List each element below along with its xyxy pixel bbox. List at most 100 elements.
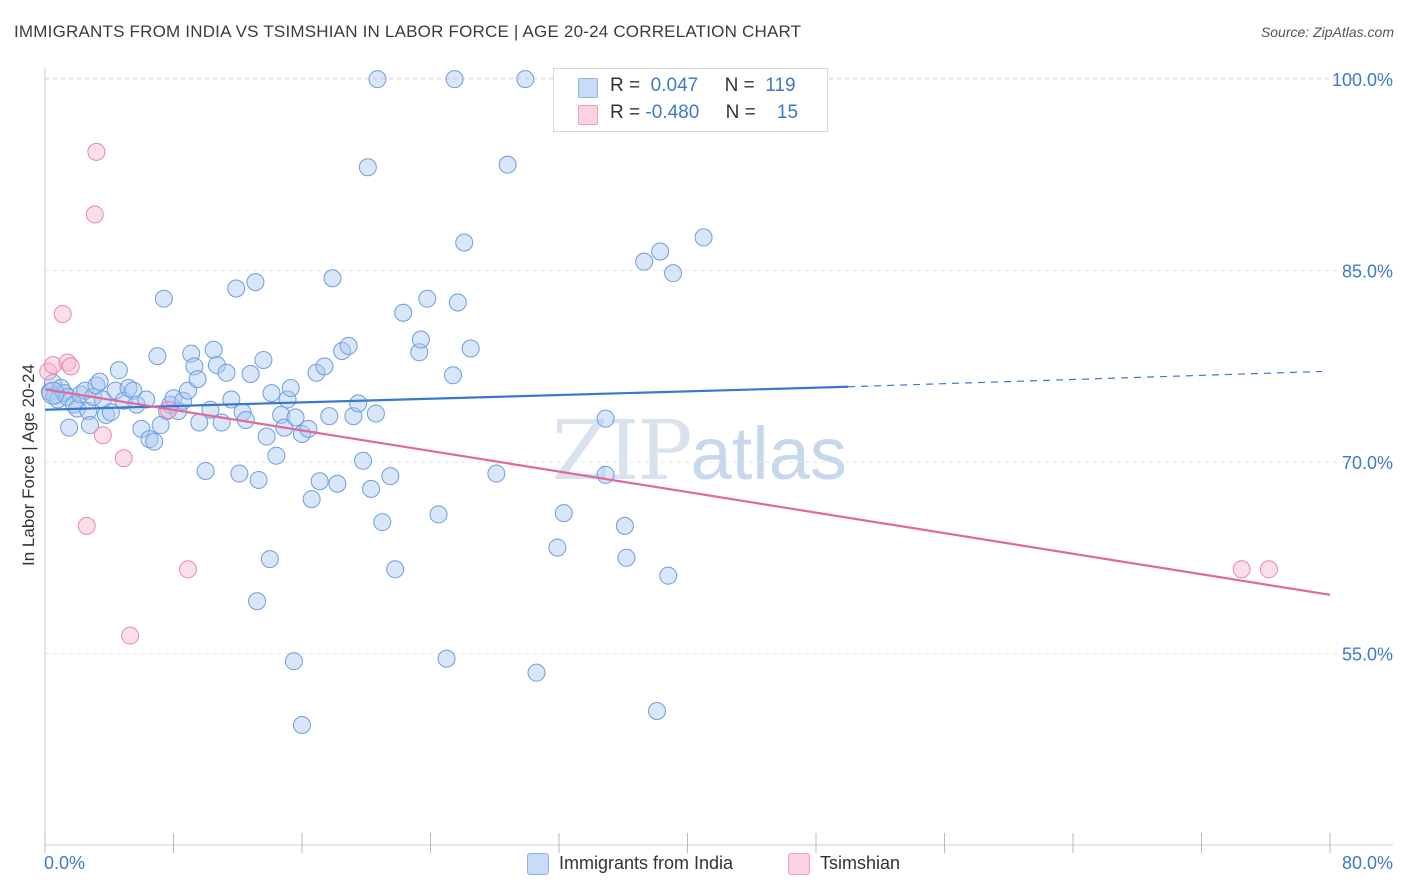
data-point xyxy=(53,305,72,324)
data-point xyxy=(596,409,615,428)
data-point xyxy=(443,366,462,385)
trend-lines xyxy=(44,370,1331,596)
legend-r-value: -0.480 xyxy=(645,102,700,123)
data-point xyxy=(140,430,159,449)
data-point xyxy=(411,330,430,349)
data-point xyxy=(349,394,368,413)
legend-n-value: 119 xyxy=(765,75,796,96)
x-tick-label: 0.0% xyxy=(44,853,85,873)
data-point xyxy=(249,470,268,489)
data-point xyxy=(651,242,670,261)
data-point xyxy=(41,381,65,405)
data-point xyxy=(358,158,377,177)
series-tsimshian xyxy=(39,142,1278,645)
data-point xyxy=(90,372,109,391)
data-point xyxy=(97,405,116,424)
legend-n-value: 15 xyxy=(776,102,799,123)
data-points xyxy=(39,70,1278,735)
data-point xyxy=(44,356,63,375)
data-point xyxy=(548,538,567,557)
data-point xyxy=(418,289,437,308)
legend-r-value: 0.047 xyxy=(650,75,699,96)
stats-legend: R = 0.047 N = 119 R = -0.480 N = 15 xyxy=(553,68,828,132)
y-axis-label: In Labor Force | Age 20-24 xyxy=(19,364,38,566)
data-point xyxy=(207,356,226,375)
data-point xyxy=(121,626,140,645)
data-point xyxy=(60,418,79,437)
data-point xyxy=(178,381,197,400)
data-point xyxy=(254,350,273,369)
data-point xyxy=(227,279,246,298)
chart-title: IMMIGRANTS FROM INDIA VS TSIMSHIAN IN LA… xyxy=(14,22,802,41)
data-point xyxy=(109,361,128,380)
data-point xyxy=(230,464,249,483)
y-tick-label: 70.0% xyxy=(1342,453,1393,473)
data-point xyxy=(124,381,143,400)
watermark-atlas: atlas xyxy=(690,412,847,495)
data-point xyxy=(445,70,464,89)
data-point xyxy=(114,449,133,468)
data-point xyxy=(61,357,80,376)
data-point xyxy=(455,233,474,252)
legend-swatch-india xyxy=(578,78,598,98)
x-tick-label: 80.0% xyxy=(1342,853,1393,873)
data-point xyxy=(659,566,678,585)
data-point xyxy=(635,252,654,271)
watermark-zip: ZIP xyxy=(552,404,693,499)
data-point xyxy=(323,269,342,288)
data-point xyxy=(315,357,334,376)
legend-r-label: R = xyxy=(610,75,641,96)
y-tick-label: 100.0% xyxy=(1332,70,1393,90)
data-point xyxy=(204,340,223,359)
bottom-legend-swatch-tsimshian xyxy=(788,853,810,875)
data-point xyxy=(260,550,279,569)
data-point xyxy=(119,379,138,398)
data-point xyxy=(554,504,573,523)
data-point xyxy=(248,592,267,611)
watermark: ZIPatlas xyxy=(552,404,847,499)
data-point xyxy=(527,663,546,682)
data-point xyxy=(498,155,517,174)
data-point xyxy=(293,716,311,735)
data-point xyxy=(267,446,286,465)
grid-lines xyxy=(45,77,1370,655)
data-point xyxy=(93,426,112,445)
data-point xyxy=(368,70,387,89)
data-point xyxy=(284,652,303,671)
data-point xyxy=(257,427,276,446)
data-point xyxy=(461,339,480,358)
series-india xyxy=(40,70,713,735)
data-point xyxy=(694,228,713,247)
data-point xyxy=(354,451,373,470)
bottom-legend-swatch-india xyxy=(527,853,549,875)
data-point xyxy=(386,560,405,579)
trend-line-tsimshian xyxy=(44,388,1331,596)
bottom-legend-label-india: Immigrants from India xyxy=(559,853,734,873)
data-point xyxy=(647,701,666,720)
data-point xyxy=(188,370,207,389)
data-point xyxy=(339,336,358,355)
data-point xyxy=(362,479,381,498)
axes xyxy=(44,68,1393,853)
y-tick-label: 85.0% xyxy=(1342,262,1393,282)
data-point xyxy=(1232,560,1251,579)
data-point xyxy=(516,70,535,89)
legend-n-label: N = xyxy=(725,102,756,123)
data-point xyxy=(196,462,215,481)
legend-swatch-tsimshian xyxy=(578,105,598,125)
data-point xyxy=(487,464,506,483)
legend-stats-india: R = 0.047 N = 119 xyxy=(610,75,796,97)
data-point xyxy=(366,404,385,423)
data-point xyxy=(437,649,456,668)
data-point xyxy=(246,273,265,292)
data-point xyxy=(299,419,318,438)
data-point xyxy=(85,205,104,224)
bottom-legend-label-tsimshian: Tsimshian xyxy=(820,853,901,873)
data-point xyxy=(281,379,300,398)
y-tick-label: 55.0% xyxy=(1342,645,1393,665)
data-point xyxy=(381,467,400,486)
data-point xyxy=(373,513,392,532)
legend-r-label: R = xyxy=(610,102,641,123)
legend-stats-tsimshian: R = -0.480 N = 15 xyxy=(610,102,798,124)
